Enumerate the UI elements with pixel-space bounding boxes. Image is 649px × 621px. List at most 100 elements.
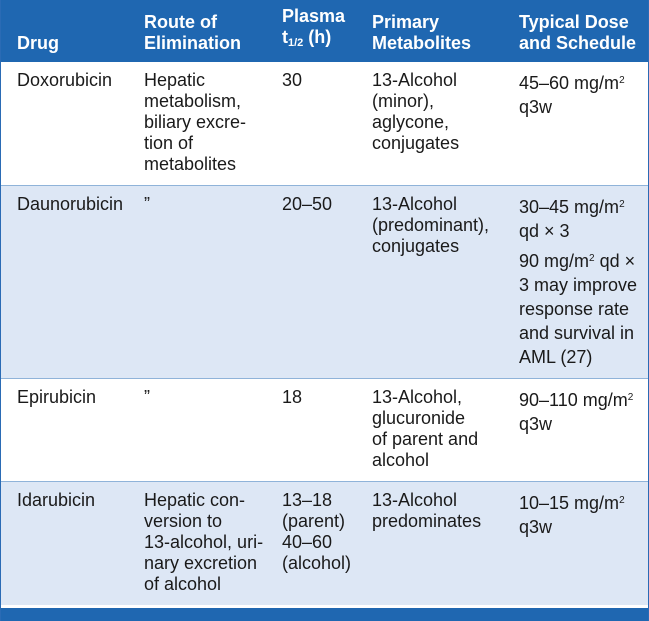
- route-line: biliary excre-: [144, 112, 247, 132]
- dose-superscript: 2: [619, 75, 625, 86]
- metabolites-line: conjugates: [372, 236, 460, 256]
- header-row: Drug Route of Elimination Plasma t1/2 (h…: [1, 0, 648, 62]
- dose-text: and survival in: [519, 323, 635, 343]
- route-line: version to: [144, 511, 223, 531]
- plasma-line: (alcohol): [282, 553, 352, 573]
- dose-text: 90 mg/m: [519, 251, 590, 271]
- dose-block: 90–110 mg/m2 q3w: [519, 387, 644, 435]
- dose-superscript: 2: [627, 392, 634, 403]
- drug-name: Doxorubicin: [17, 70, 113, 90]
- header-dose-line: and Schedule: [519, 33, 637, 53]
- cell-route: Hepatic metabolism, biliary excre-tion of m…: [129, 62, 267, 186]
- route-line: Hepatic: [144, 70, 206, 90]
- header-plasma-line: Plasma: [282, 6, 346, 26]
- dose-note-line: AML (27): [519, 344, 644, 368]
- dose-block: 10–15 mg/m2 q3w: [519, 490, 644, 538]
- route-line: metabolism,: [144, 91, 242, 111]
- plasma-line: 40–60: [282, 532, 333, 552]
- plasma-line: 30: [282, 70, 303, 90]
- dose-line: 90–110 mg/m2: [519, 387, 644, 411]
- dose-text: q3w: [519, 97, 553, 117]
- dose-line: q3w: [519, 94, 644, 118]
- dose-text: 10–15 mg/m: [519, 493, 620, 513]
- cell-dose: 45–60 mg/m2 q3w: [504, 62, 648, 186]
- bottom-rule-bar: [1, 608, 648, 621]
- dose-line: q3w: [519, 514, 644, 538]
- cell-plasma: 30: [267, 62, 357, 186]
- plasma-line: 18: [282, 387, 303, 407]
- cell-dose: 90–110 mg/m2 q3w: [504, 378, 648, 482]
- cell-metabolites: 13-Alcohol predominates: [357, 481, 504, 605]
- metabolites-line: aglycone,: [372, 112, 450, 132]
- header-metabolites: Primary Metabolites: [357, 0, 504, 62]
- dose-superscript: 2: [589, 253, 595, 264]
- route-line: Hepatic con-: [144, 490, 246, 510]
- dose-text: 3 may improve: [519, 275, 638, 295]
- dose-line: 30–45 mg/m2: [519, 194, 644, 218]
- plasma-line: 13–18: [282, 490, 333, 510]
- header-plasma-unit: (h): [303, 27, 332, 47]
- header-route-line: Elimination: [144, 33, 242, 53]
- cell-metabolites: 13-Alcohol (predominant), conjugates: [357, 185, 504, 379]
- dose-block: 45–60 mg/m2 q3w: [519, 70, 644, 118]
- header-drug: Drug: [1, 0, 129, 62]
- route-line: 13-alcohol, uri-: [144, 532, 264, 552]
- cell-route: Hepatic con-version to 13-alcohol, uri-na…: [129, 481, 267, 605]
- header-metabolites-line: Metabolites: [372, 33, 472, 53]
- route-line: ”: [144, 194, 150, 214]
- header-plasma-t: t: [282, 27, 288, 47]
- drug-name: Idarubicin: [17, 490, 96, 510]
- dose-text: response rate: [519, 299, 630, 319]
- cell-plasma: 20–50: [267, 185, 357, 379]
- cell-dose: 10–15 mg/m2 q3w: [504, 481, 648, 605]
- metabolites-line: 13-Alcohol: [372, 194, 458, 214]
- metabolites-line: 13-Alcohol: [372, 70, 458, 90]
- dose-block: 30–45 mg/m2 qd × 3: [519, 194, 644, 242]
- table-row: Idarubicin Hepatic con-version to 13-alcoh…: [1, 481, 648, 605]
- metabolites-line: 13-Alcohol: [372, 490, 458, 510]
- cell-drug: Idarubicin: [1, 481, 129, 605]
- route-line: of alcohol: [144, 574, 222, 594]
- metabolites-line: alcohol: [372, 450, 430, 470]
- cell-plasma: 13–18 (parent) 40–60 (alcohol): [267, 481, 357, 605]
- route-line: metabolites: [144, 154, 237, 174]
- dose-line: q3w: [519, 411, 644, 435]
- dose-text: qd × 3: [519, 221, 570, 241]
- anthracycline-table: Drug Route of Elimination Plasma t1/2 (h…: [1, 0, 648, 605]
- dose-note-line: 90 mg/m2 qd ×: [519, 248, 644, 272]
- cell-metabolites: 13-Alcohol (minor), aglycone, conjugates: [357, 62, 504, 186]
- table-row: Doxorubicin Hepatic metabolism, biliary exc…: [1, 62, 648, 186]
- header-plasma-subscript: 1/2: [288, 37, 304, 49]
- cell-metabolites: 13-Alcohol, glucuronide of parent and alcoh…: [357, 378, 504, 482]
- drug-name: Daunorubicin: [17, 194, 124, 214]
- dose-text: AML (27): [519, 347, 593, 367]
- dose-text: q3w: [519, 414, 553, 434]
- cell-drug: Daunorubicin: [1, 185, 129, 379]
- dose-text: q3w: [519, 517, 553, 537]
- header-metabolites-line: Primary: [372, 12, 440, 32]
- cell-drug: Doxorubicin: [1, 62, 129, 186]
- drug-name: Epirubicin: [17, 387, 97, 407]
- plasma-line: (parent): [282, 511, 346, 531]
- header-route: Route of Elimination: [129, 0, 267, 62]
- header-route-line: Route of: [144, 12, 217, 32]
- dose-note-line: and survival in: [519, 320, 644, 344]
- table-header: Drug Route of Elimination Plasma t1/2 (h…: [1, 0, 648, 62]
- plasma-line: 20–50: [282, 194, 333, 214]
- cell-route: ”: [129, 378, 267, 482]
- dose-line: 45–60 mg/m2: [519, 70, 644, 94]
- header-plasma: Plasma t1/2 (h): [267, 0, 357, 62]
- dose-superscript: 2: [619, 199, 625, 210]
- cell-dose: 30–45 mg/m2 qd × 3 90 mg/m2 qd × 3 may impr…: [504, 185, 648, 379]
- header-plasma-halflife: t1/2 (h): [282, 27, 353, 54]
- dose-text-tail: qd ×: [594, 251, 636, 271]
- metabolites-line: (predominant),: [372, 215, 490, 235]
- dose-text: 30–45 mg/m: [519, 197, 620, 217]
- metabolites-line: glucuronide: [372, 408, 466, 428]
- cell-plasma: 18: [267, 378, 357, 482]
- header-drug-line: Drug: [17, 33, 59, 53]
- metabolites-line: conjugates: [372, 133, 460, 153]
- cell-drug: Epirubicin: [1, 378, 129, 482]
- metabolites-line: (minor),: [372, 91, 434, 111]
- dose-text: 45–60 mg/m: [519, 73, 620, 93]
